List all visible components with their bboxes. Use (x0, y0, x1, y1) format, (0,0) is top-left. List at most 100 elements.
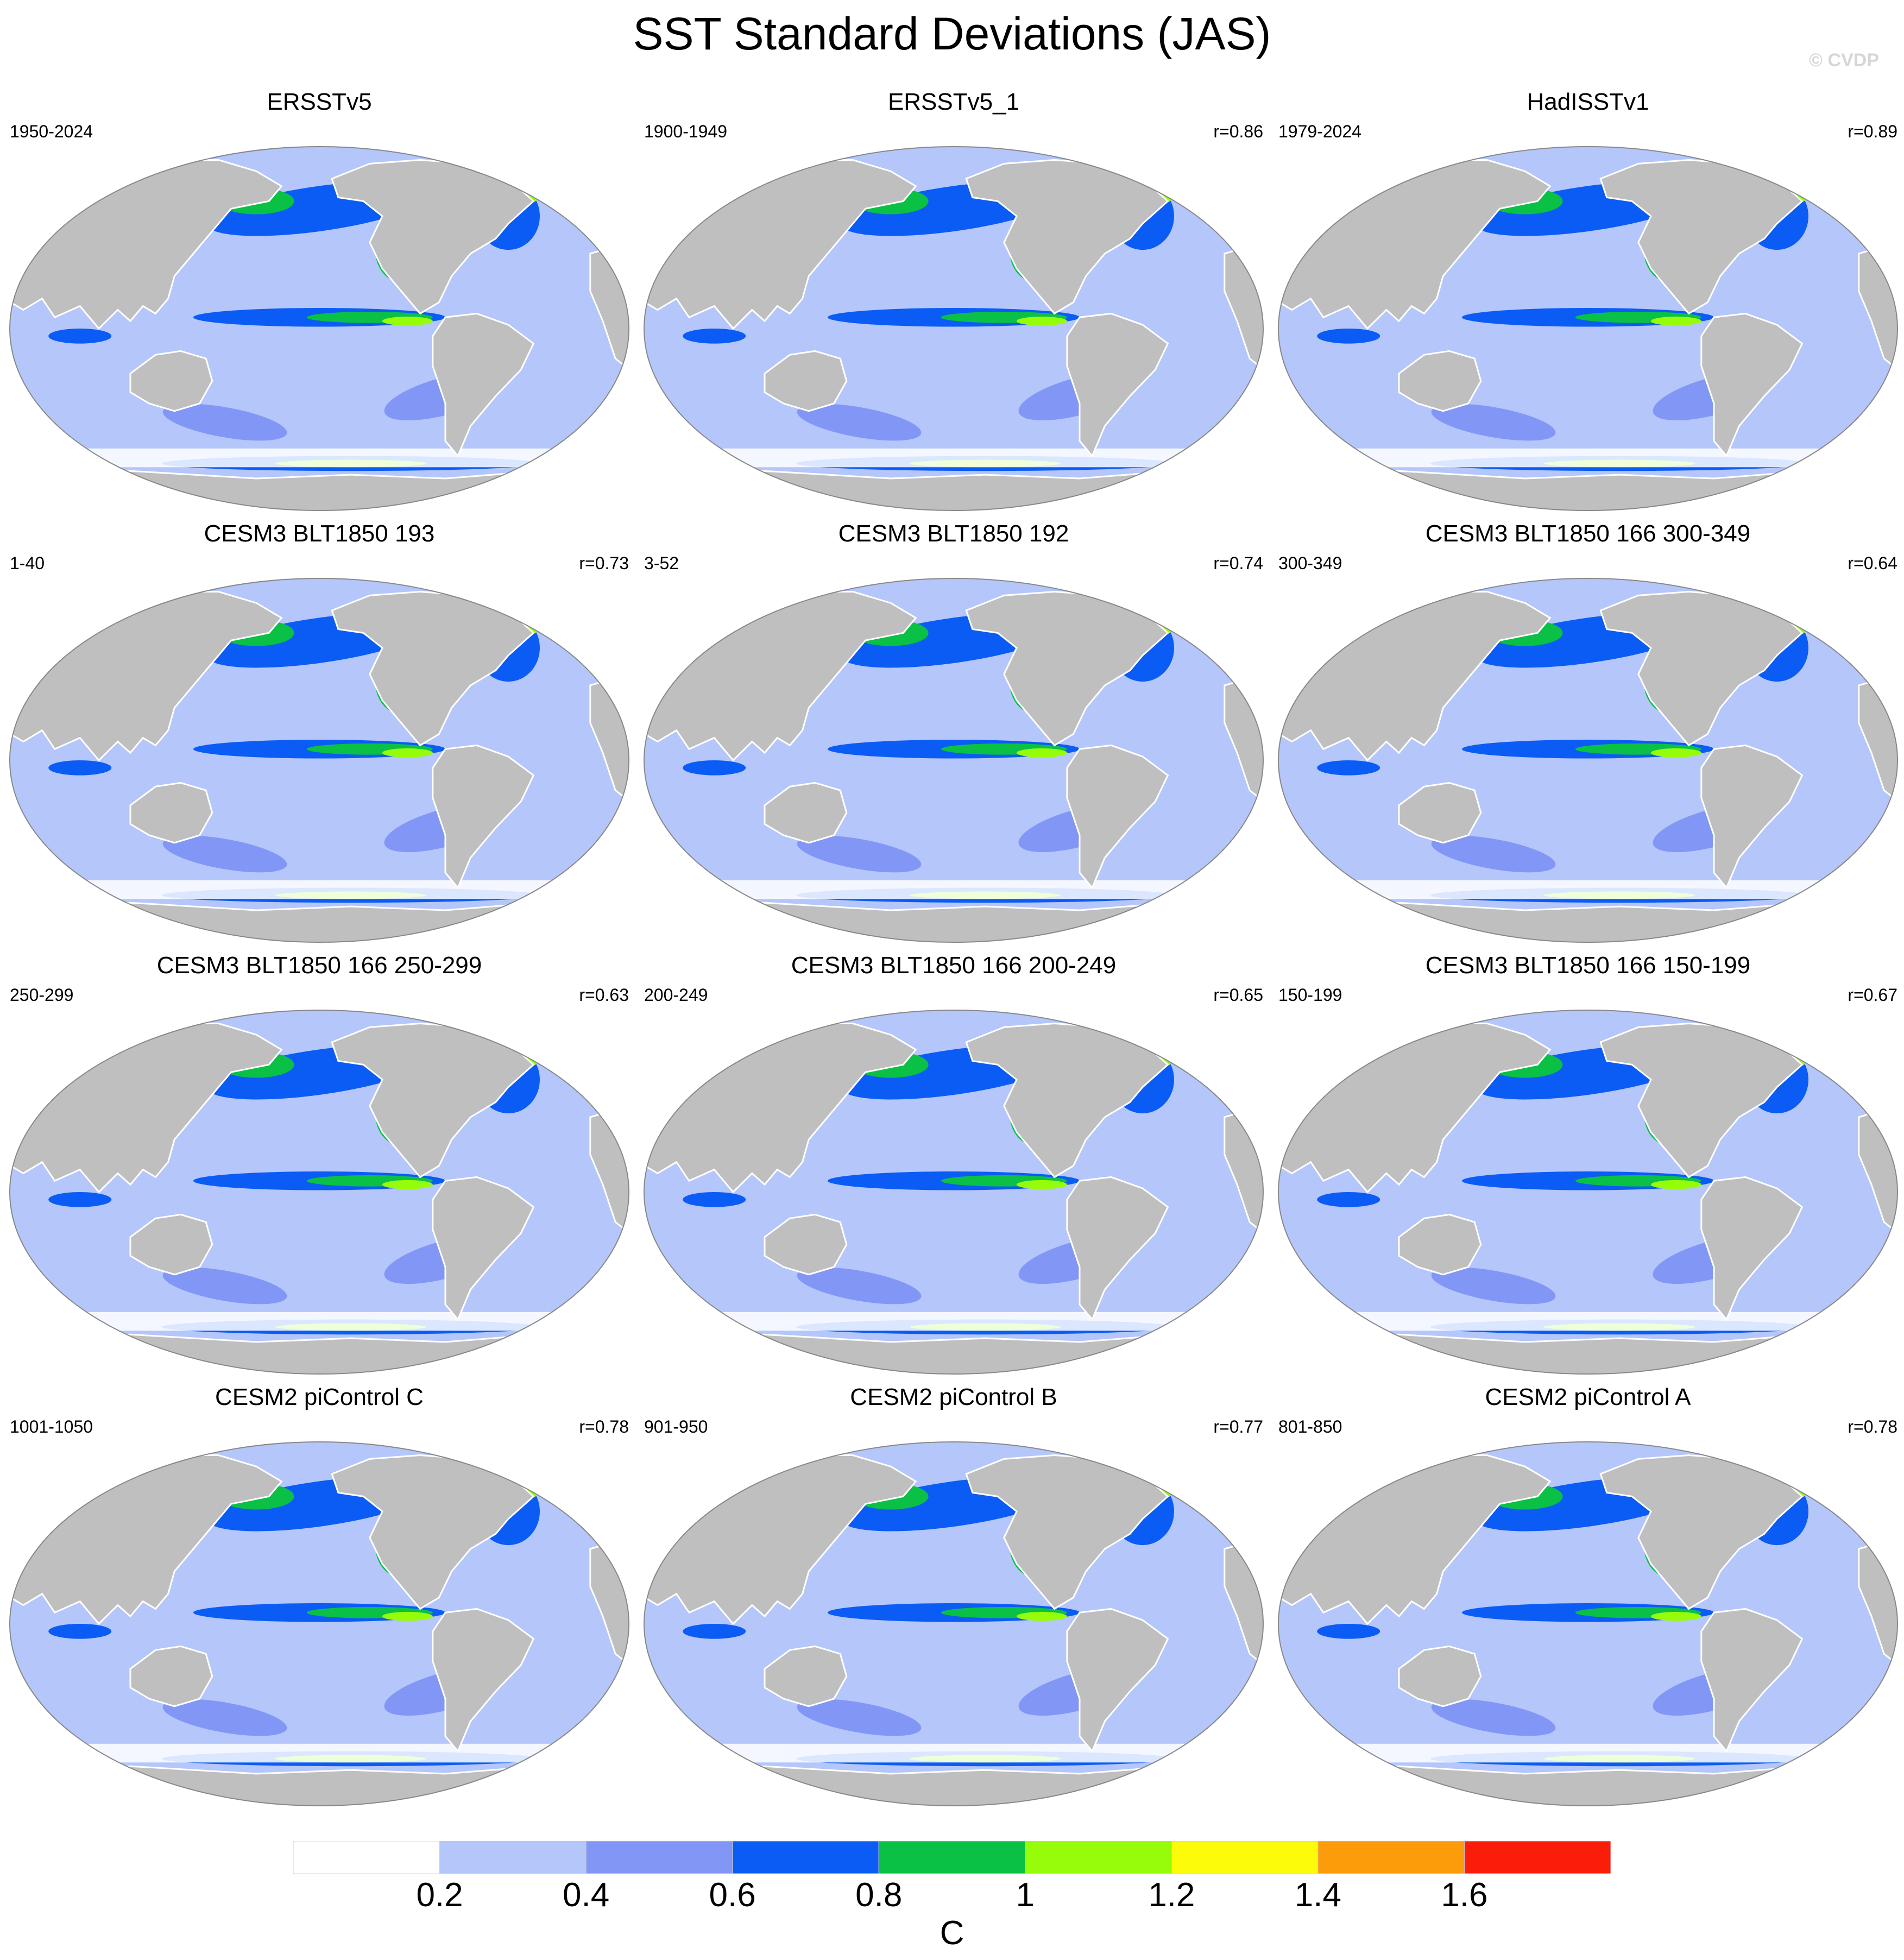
land-antarctica (10, 470, 629, 511)
land-australia (129, 782, 213, 844)
map-canvas (1278, 1441, 1898, 1806)
land-south-america (1066, 1608, 1169, 1753)
sst-anomaly-region (48, 760, 112, 776)
map-canvas (9, 578, 629, 943)
land-antarctica (10, 1333, 629, 1374)
map-outline (9, 1010, 629, 1375)
colorbar-unit-label: C (940, 1914, 964, 1952)
panel-title: CESM3 BLT1850 166 250-299 (156, 952, 482, 979)
sst-anomaly-region (48, 1192, 112, 1207)
sst-anomaly-region (1317, 760, 1380, 776)
sst-anomaly-region (1017, 1180, 1067, 1189)
sst-anomaly-region (162, 1267, 287, 1304)
panel-title: CESM2 piControl B (850, 1384, 1057, 1410)
colorbar-swatch (1171, 1841, 1319, 1874)
map-outline (1278, 1441, 1898, 1806)
map-outline (1278, 1010, 1898, 1375)
sst-anomaly-region (797, 1267, 922, 1304)
land-south-america (1700, 1608, 1804, 1753)
panel-correlation: r=0.89 (1848, 122, 1897, 141)
sst-anomaly-region (382, 748, 433, 758)
land-greenland (1775, 1010, 1854, 1047)
land-greenland (1775, 147, 1854, 184)
southern-ocean-low-band (644, 448, 1263, 468)
map-panel-ersstv5: ERSSTv5 1950-2024 (4, 87, 634, 516)
sst-anomaly-region (683, 329, 746, 344)
colorbar-swatch (878, 1841, 1026, 1874)
colorbar-swatch (439, 1841, 587, 1874)
land-antarctica (644, 1765, 1263, 1806)
southern-ocean-low-band (1278, 448, 1897, 468)
panel-title: CESM2 piControl C (215, 1384, 424, 1410)
southern-ocean-low-band (10, 1312, 629, 1331)
land-south-america (1700, 744, 1804, 890)
map-canvas (1278, 1010, 1898, 1375)
land-greenland (1141, 1442, 1220, 1479)
map-outline (1278, 146, 1898, 511)
land-antarctica (644, 902, 1263, 942)
map-panel-cesm2-picontrol-a: CESM2 piControl A 801-850 r=0.78 (1273, 1382, 1903, 1811)
map-outline (9, 578, 629, 943)
panel-period: 250-299 (10, 985, 74, 1005)
sst-anomaly-region (162, 404, 287, 441)
land-australia (1398, 1645, 1482, 1707)
colorbar-tick-label: 0.8 (855, 1876, 903, 1914)
southern-ocean-low-band (10, 880, 629, 899)
land-australia (1398, 782, 1482, 844)
southern-ocean-low-band (10, 1743, 629, 1763)
land-south-america (432, 744, 535, 890)
sst-anomaly-region (1017, 316, 1067, 326)
map-canvas (9, 1010, 629, 1375)
land-greenland (1775, 1442, 1854, 1479)
colorbar-tick-label: 0.2 (416, 1876, 463, 1914)
colorbar (293, 1841, 1611, 1874)
sst-anomaly-region (683, 1192, 746, 1207)
land-antarctica (644, 1333, 1263, 1374)
colorbar-tick-label: 0.4 (563, 1876, 610, 1914)
panel-correlation: r=0.78 (1848, 1417, 1897, 1436)
sst-anomaly-region (162, 835, 287, 873)
panel-period: 1979-2024 (1278, 122, 1362, 141)
map-canvas (1278, 146, 1898, 511)
map-outline (9, 146, 629, 511)
land-greenland (507, 147, 585, 184)
southern-ocean-low-band (644, 880, 1263, 899)
land-greenland (1141, 147, 1220, 184)
map-canvas (1278, 578, 1898, 943)
map-panel-cesm3-blt1850-193: CESM3 BLT1850 193 1-40 r=0.73 (4, 519, 634, 948)
panel-correlation: r=0.63 (579, 985, 629, 1005)
panel-correlation: r=0.86 (1213, 122, 1263, 141)
land-australia (764, 1645, 848, 1707)
panel-title: ERSSTv5 (267, 89, 372, 115)
map-outline (644, 578, 1264, 943)
map-outline (9, 1441, 629, 1806)
map-panel-cesm3-blt1850-166-250-299: CESM3 BLT1850 166 250-299 250-299 r=0.63 (4, 950, 634, 1379)
land-greenland (507, 1442, 585, 1479)
land-antarctica (1278, 902, 1897, 942)
map-panel-cesm3-blt1850-166-150-199: CESM3 BLT1850 166 150-199 150-199 r=0.67 (1273, 950, 1903, 1379)
sst-anomaly-region (1317, 1624, 1380, 1639)
map-panel-ersstv5-1: ERSSTv5_1 1900-1949 r=0.86 (639, 87, 1269, 516)
southern-ocean-low-band (1278, 880, 1897, 899)
land-south-america (432, 1176, 535, 1321)
panel-title: CESM3 BLT1850 192 (838, 520, 1069, 547)
panel-period: 1900-1949 (644, 122, 728, 141)
map-panel-cesm3-blt1850-166-200-249: CESM3 BLT1850 166 200-249 200-249 r=0.65 (639, 950, 1269, 1379)
land-australia (1398, 1213, 1482, 1276)
sst-anomaly-region (1651, 316, 1701, 326)
panel-period: 1950-2024 (10, 122, 93, 141)
map-canvas (644, 1010, 1264, 1375)
panel-correlation: r=0.74 (1213, 553, 1263, 573)
colorbar-tick-labels: 0.2 0.4 0.6 0.8 1 1.2 1.4 1.6 (0, 1876, 1904, 1914)
colorbar-tick-label: 0.6 (709, 1876, 756, 1914)
land-greenland (1141, 578, 1220, 615)
panel-title: HadISSTv1 (1527, 89, 1649, 115)
panel-title: ERSSTv5_1 (887, 89, 1020, 115)
southern-ocean-low-band (644, 1743, 1263, 1763)
panel-title: CESM2 piControl A (1485, 1384, 1691, 1410)
sst-anomaly-region (1017, 748, 1067, 758)
land-antarctica (10, 1765, 629, 1806)
colorbar-tick-label: 1 (1016, 1876, 1035, 1914)
panel-correlation: r=0.73 (579, 553, 629, 573)
sst-anomaly-region (1317, 329, 1380, 344)
